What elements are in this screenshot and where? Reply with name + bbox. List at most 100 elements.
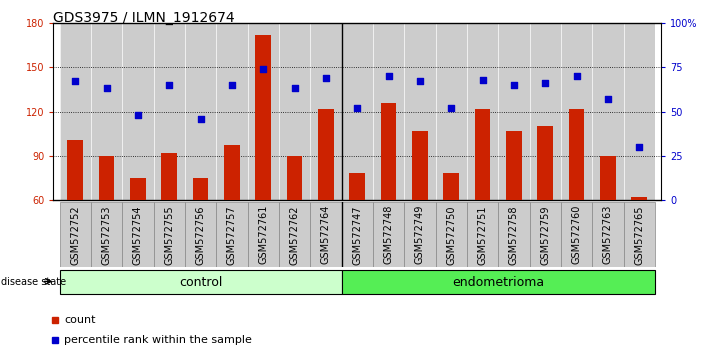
Bar — [600, 156, 616, 200]
Bar — [247, 23, 279, 200]
Bar — [444, 173, 459, 200]
Point — [602, 96, 614, 102]
Point — [415, 79, 426, 84]
Bar — [349, 173, 365, 200]
Point — [101, 86, 112, 91]
Text: GSM572748: GSM572748 — [384, 205, 394, 264]
Bar — [436, 202, 467, 267]
Point — [320, 75, 331, 81]
Bar — [60, 270, 341, 294]
Bar — [405, 23, 436, 200]
Bar — [193, 178, 208, 200]
Bar — [161, 153, 177, 200]
Bar — [185, 202, 216, 267]
Point — [289, 86, 300, 91]
Text: control: control — [179, 276, 223, 289]
Bar — [412, 131, 428, 200]
Bar — [373, 23, 405, 200]
Bar — [279, 202, 310, 267]
Text: GSM572750: GSM572750 — [447, 205, 456, 264]
Point — [571, 73, 582, 79]
Bar — [216, 202, 247, 267]
Bar — [255, 35, 271, 200]
Text: count: count — [64, 315, 95, 325]
Bar — [91, 23, 122, 200]
Text: GSM572751: GSM572751 — [478, 205, 488, 264]
Text: disease state: disease state — [1, 278, 66, 287]
Text: GSM572761: GSM572761 — [258, 205, 268, 264]
Bar — [287, 156, 302, 200]
Bar — [91, 202, 122, 267]
Bar — [154, 202, 185, 267]
Text: GSM572747: GSM572747 — [352, 205, 363, 264]
Bar — [216, 23, 247, 200]
Text: GSM572756: GSM572756 — [196, 205, 205, 264]
Text: endometrioma: endometrioma — [452, 276, 545, 289]
Bar — [624, 23, 655, 200]
Bar — [498, 23, 530, 200]
Point — [132, 112, 144, 118]
Bar — [592, 23, 624, 200]
Bar — [122, 202, 154, 267]
Text: GSM572754: GSM572754 — [133, 205, 143, 264]
Text: GSM572764: GSM572764 — [321, 205, 331, 264]
Point — [383, 73, 395, 79]
Text: GSM572749: GSM572749 — [415, 205, 425, 264]
Point — [477, 77, 488, 82]
Bar — [341, 202, 373, 267]
Text: GSM572760: GSM572760 — [572, 205, 582, 264]
Bar — [99, 156, 114, 200]
Bar — [279, 23, 310, 200]
Bar — [530, 23, 561, 200]
Bar — [436, 23, 467, 200]
Text: percentile rank within the sample: percentile rank within the sample — [64, 335, 252, 345]
Bar — [373, 202, 405, 267]
Bar — [185, 23, 216, 200]
Bar — [122, 23, 154, 200]
Bar — [154, 23, 185, 200]
Bar — [310, 202, 341, 267]
Bar — [475, 109, 491, 200]
Text: GSM572753: GSM572753 — [102, 205, 112, 264]
Point — [634, 144, 645, 150]
Bar — [506, 131, 522, 200]
Bar — [341, 23, 373, 200]
Bar — [68, 139, 83, 200]
Text: GSM572762: GSM572762 — [289, 205, 299, 264]
Point — [508, 82, 520, 88]
Text: GSM572765: GSM572765 — [634, 205, 644, 264]
Bar — [592, 202, 624, 267]
Point — [540, 80, 551, 86]
Bar — [247, 202, 279, 267]
Point — [226, 82, 237, 88]
Bar — [467, 202, 498, 267]
Point — [70, 79, 81, 84]
Text: GSM572757: GSM572757 — [227, 205, 237, 265]
Point — [257, 66, 269, 72]
Bar — [224, 145, 240, 200]
Text: GSM572758: GSM572758 — [509, 205, 519, 264]
Bar — [381, 103, 397, 200]
Bar — [561, 23, 592, 200]
Bar — [569, 109, 584, 200]
Bar — [405, 202, 436, 267]
Point — [164, 82, 175, 88]
Text: GDS3975 / ILMN_1912674: GDS3975 / ILMN_1912674 — [53, 11, 235, 25]
Text: GSM572759: GSM572759 — [540, 205, 550, 264]
Bar — [538, 126, 553, 200]
Bar — [60, 23, 91, 200]
Text: GSM572752: GSM572752 — [70, 205, 80, 265]
Bar — [624, 202, 655, 267]
Point — [195, 116, 206, 121]
Text: GSM572763: GSM572763 — [603, 205, 613, 264]
Point — [351, 105, 363, 111]
Bar — [318, 109, 333, 200]
Bar — [60, 202, 91, 267]
Bar — [467, 23, 498, 200]
Text: GSM572755: GSM572755 — [164, 205, 174, 265]
Bar — [561, 202, 592, 267]
Bar — [631, 197, 647, 200]
Bar — [341, 270, 655, 294]
Bar — [498, 202, 530, 267]
Bar — [530, 202, 561, 267]
